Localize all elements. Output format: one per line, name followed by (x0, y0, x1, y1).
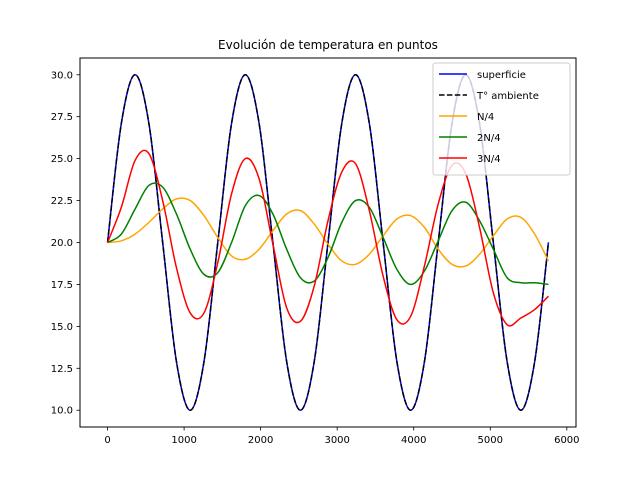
legend: superficie T° ambiente N/4 2N/4 3N/4 (432, 62, 571, 176)
x-tick-label: 6000 (554, 435, 579, 446)
legend-label-2: N/4 (477, 112, 494, 123)
y-tick-label: 27.5 (51, 112, 73, 123)
series-line-1 (106, 74, 550, 411)
x-tick-label: 2000 (248, 435, 273, 446)
x-tick-label: 4000 (401, 435, 426, 446)
y-tick-label: 25.0 (51, 154, 73, 165)
y-tick-label: 22.5 (51, 196, 73, 207)
legend-label-0: superficie (477, 70, 526, 81)
y-tick-label: 10.0 (51, 406, 73, 417)
y-tick-label: 30.0 (51, 70, 73, 81)
legend-label-1: T° ambiente (476, 91, 539, 102)
series-line-4 (106, 149, 549, 327)
x-tick-label: 3000 (324, 435, 349, 446)
chart-title: Evolución de temperatura en puntos (218, 38, 438, 52)
x-tick-label: 1000 (171, 435, 196, 446)
x-axis: 0 1000 2000 3000 4000 5000 6000 (104, 427, 580, 446)
legend-label-3: 2N/4 (477, 133, 501, 144)
x-tick-label: 5000 (478, 435, 503, 446)
y-tick-label: 17.5 (51, 280, 73, 291)
y-tick-label: 20.0 (51, 238, 73, 249)
series-line-3 (107, 182, 549, 286)
x-tick-label: 0 (104, 435, 110, 446)
legend-label-4: 3N/4 (477, 154, 501, 165)
y-tick-label: 12.5 (51, 364, 73, 375)
legend-box (432, 62, 571, 176)
y-axis: 10.0 12.5 15.0 17.5 20.0 22.5 25.0 27.5 30.0 (51, 70, 80, 417)
series-line-2 (107, 197, 550, 268)
y-tick-label: 15.0 (51, 322, 73, 333)
